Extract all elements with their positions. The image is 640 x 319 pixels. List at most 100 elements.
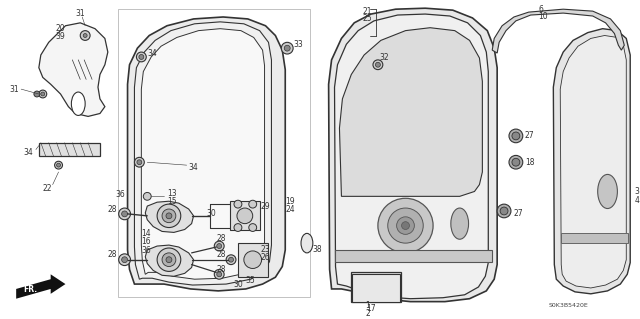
- Polygon shape: [16, 274, 65, 299]
- Text: S0K3B5420E: S0K3B5420E: [548, 303, 588, 308]
- Bar: [351, 272, 401, 302]
- Circle shape: [39, 90, 47, 98]
- Text: 14: 14: [141, 229, 151, 238]
- Text: 3: 3: [634, 187, 639, 196]
- Circle shape: [118, 208, 131, 220]
- Circle shape: [234, 200, 242, 208]
- Circle shape: [166, 257, 172, 263]
- Text: 25: 25: [362, 14, 372, 23]
- Polygon shape: [141, 29, 264, 279]
- Ellipse shape: [72, 92, 85, 115]
- Text: 16: 16: [141, 237, 151, 246]
- Text: 28: 28: [108, 204, 117, 213]
- Circle shape: [228, 257, 234, 262]
- Ellipse shape: [301, 234, 313, 253]
- Text: 27: 27: [514, 209, 524, 219]
- Circle shape: [157, 248, 180, 271]
- Text: 15: 15: [167, 197, 177, 206]
- Text: 24: 24: [285, 205, 295, 214]
- Bar: [230, 201, 260, 230]
- Text: 31: 31: [9, 85, 19, 93]
- Text: 34: 34: [23, 148, 33, 157]
- Circle shape: [143, 192, 151, 200]
- Bar: [238, 243, 268, 277]
- Text: 13: 13: [167, 189, 177, 198]
- Text: 4: 4: [634, 196, 639, 205]
- Circle shape: [509, 155, 523, 169]
- Circle shape: [226, 255, 236, 264]
- Text: FR.: FR.: [23, 286, 37, 294]
- Text: 29: 29: [260, 202, 270, 211]
- Circle shape: [249, 200, 257, 208]
- Circle shape: [162, 209, 176, 223]
- Text: 38: 38: [313, 245, 323, 255]
- Ellipse shape: [451, 208, 468, 239]
- Circle shape: [214, 241, 224, 251]
- Circle shape: [509, 129, 523, 143]
- Text: 36: 36: [116, 190, 125, 199]
- Circle shape: [136, 52, 147, 62]
- Circle shape: [41, 92, 45, 96]
- Circle shape: [244, 251, 262, 269]
- Text: 21: 21: [362, 7, 372, 16]
- Text: 36: 36: [141, 247, 151, 256]
- Text: 6: 6: [538, 5, 543, 14]
- Text: 27: 27: [525, 131, 534, 140]
- Circle shape: [378, 198, 433, 253]
- Bar: [39, 143, 100, 156]
- Circle shape: [139, 55, 144, 59]
- Text: 31: 31: [76, 9, 85, 18]
- Text: 2: 2: [365, 309, 371, 318]
- Circle shape: [282, 42, 293, 54]
- Text: 30: 30: [233, 279, 243, 289]
- Text: 17: 17: [366, 304, 376, 313]
- Polygon shape: [39, 23, 108, 116]
- Circle shape: [56, 163, 61, 167]
- Circle shape: [284, 45, 290, 51]
- Circle shape: [83, 33, 87, 37]
- Circle shape: [217, 272, 221, 277]
- Circle shape: [500, 207, 508, 215]
- Text: 20: 20: [56, 24, 65, 33]
- Circle shape: [54, 161, 63, 169]
- Circle shape: [217, 244, 221, 249]
- Circle shape: [376, 62, 380, 67]
- Text: 22: 22: [43, 184, 52, 193]
- Circle shape: [401, 222, 410, 229]
- Text: 26: 26: [260, 253, 270, 262]
- Circle shape: [214, 270, 224, 279]
- Bar: [118, 9, 310, 297]
- Circle shape: [162, 253, 176, 267]
- Polygon shape: [134, 22, 271, 285]
- Circle shape: [157, 204, 180, 227]
- Circle shape: [397, 217, 414, 234]
- Polygon shape: [560, 35, 627, 288]
- Circle shape: [497, 204, 511, 218]
- Text: 18: 18: [525, 158, 534, 167]
- Text: 34: 34: [189, 163, 198, 172]
- Text: 10: 10: [538, 12, 548, 21]
- Circle shape: [118, 254, 131, 265]
- Polygon shape: [335, 14, 488, 299]
- Circle shape: [512, 132, 520, 140]
- Circle shape: [122, 257, 127, 263]
- Circle shape: [134, 157, 144, 167]
- Text: 39: 39: [56, 32, 65, 41]
- Circle shape: [249, 224, 257, 232]
- Text: 28: 28: [216, 265, 226, 274]
- Circle shape: [80, 31, 90, 41]
- Text: 33: 33: [293, 40, 303, 49]
- Text: 28: 28: [108, 250, 117, 259]
- Polygon shape: [554, 29, 630, 294]
- Circle shape: [166, 213, 172, 219]
- Ellipse shape: [598, 174, 618, 209]
- Polygon shape: [145, 245, 193, 276]
- Bar: [352, 274, 399, 302]
- Polygon shape: [492, 9, 624, 53]
- Text: 19: 19: [285, 197, 295, 206]
- Circle shape: [34, 91, 40, 97]
- Circle shape: [234, 224, 242, 232]
- Bar: [335, 250, 492, 262]
- Text: 32: 32: [380, 53, 390, 63]
- Bar: [561, 234, 628, 243]
